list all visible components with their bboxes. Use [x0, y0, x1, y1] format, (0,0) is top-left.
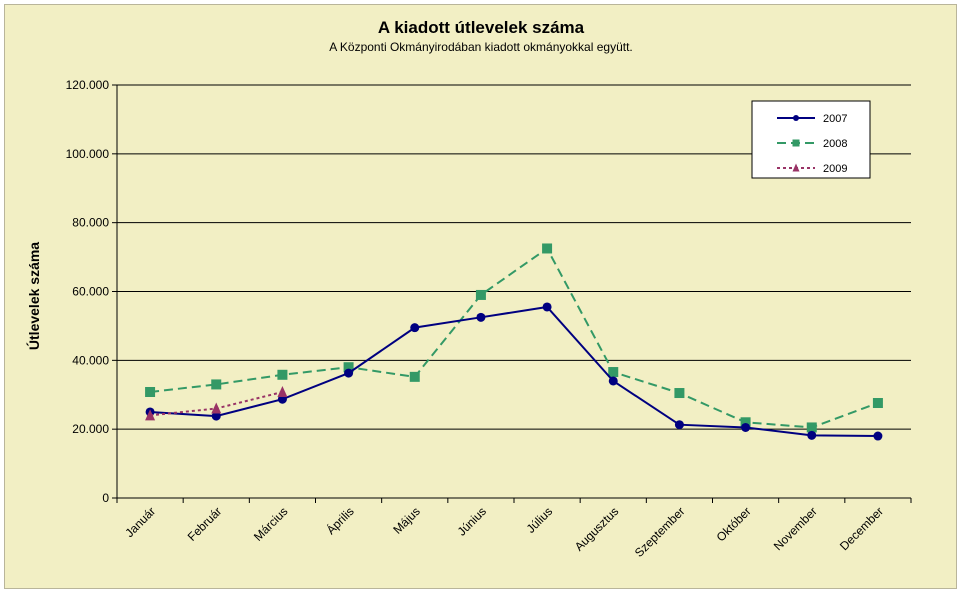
chart-area: A kiadott útlevelek száma A Központi Okm… — [4, 4, 957, 589]
data-point — [277, 385, 288, 397]
legend-item-2007: 2007 — [777, 113, 847, 125]
series-2008 — [145, 243, 883, 433]
y-tick-label: 80.000 — [72, 216, 109, 230]
data-point — [873, 431, 883, 441]
data-point — [542, 302, 552, 312]
y-axis-label: Útlevelek száma — [25, 242, 42, 350]
x-tick-label: Szeptember — [632, 504, 688, 560]
series — [145, 243, 883, 441]
data-point — [145, 386, 156, 397]
series-line — [150, 305, 878, 438]
data-point — [410, 323, 420, 333]
y-tick-label: 60.000 — [72, 285, 109, 299]
series-2009 — [145, 385, 288, 421]
x-tick-label: Január — [122, 504, 158, 540]
chart-subtitle: A Központi Okmányirodában kiadott okmány… — [329, 40, 633, 54]
data-point — [476, 312, 486, 322]
legend-label: 2009 — [823, 163, 847, 175]
y-tick-label: 40.000 — [72, 353, 109, 367]
series-line — [149, 247, 879, 429]
data-point — [793, 115, 799, 121]
legend-box — [751, 100, 871, 179]
y-tick-label: 20.000 — [72, 422, 109, 436]
x-tick-label: December — [837, 504, 886, 553]
chart-title: A kiadott útlevelek száma — [378, 18, 585, 37]
y-tick-label: 100.000 — [66, 147, 110, 161]
x-tick-label: Július — [524, 504, 556, 536]
data-point — [608, 376, 618, 386]
line-chart: A kiadott útlevelek száma A Központi Okm… — [25, 18, 912, 560]
data-point — [792, 139, 800, 147]
x-tick-label: Augusztus — [572, 504, 622, 554]
data-point — [741, 422, 751, 432]
data-point — [608, 367, 619, 378]
y-tick-label: 120.000 — [66, 78, 110, 92]
legend: 2007 2008 2009 — [751, 100, 871, 179]
x-tick-label: Május — [390, 504, 423, 537]
x-tick-label: Október — [714, 504, 754, 544]
legend-label: 2008 — [823, 138, 847, 150]
legend-item-2009: 2009 — [777, 163, 847, 175]
data-point — [343, 362, 354, 373]
legend-label: 2007 — [823, 113, 847, 125]
data-point — [211, 379, 222, 390]
data-point — [542, 243, 553, 254]
data-point — [409, 371, 420, 382]
data-point — [740, 417, 751, 428]
gridlines — [117, 84, 911, 430]
data-point — [806, 422, 817, 433]
data-point — [475, 289, 486, 300]
data-point — [807, 430, 817, 440]
x-tick-label: Február — [185, 504, 225, 544]
x-tick-label: Március — [251, 504, 291, 544]
data-point — [145, 409, 156, 421]
y-tick-label: 0 — [102, 491, 109, 505]
data-point — [872, 398, 883, 409]
x-tick-label: Június — [455, 504, 489, 538]
x-tick-label: Április — [323, 504, 357, 538]
data-point — [277, 369, 288, 380]
data-point — [344, 368, 354, 378]
data-point — [674, 420, 684, 430]
data-point — [211, 411, 221, 421]
legend-item-2008: 2008 — [777, 138, 847, 150]
x-tick-label: November — [771, 504, 820, 553]
series-2007 — [145, 302, 883, 441]
data-point — [674, 388, 685, 399]
data-point — [792, 163, 800, 172]
data-point — [211, 402, 222, 414]
